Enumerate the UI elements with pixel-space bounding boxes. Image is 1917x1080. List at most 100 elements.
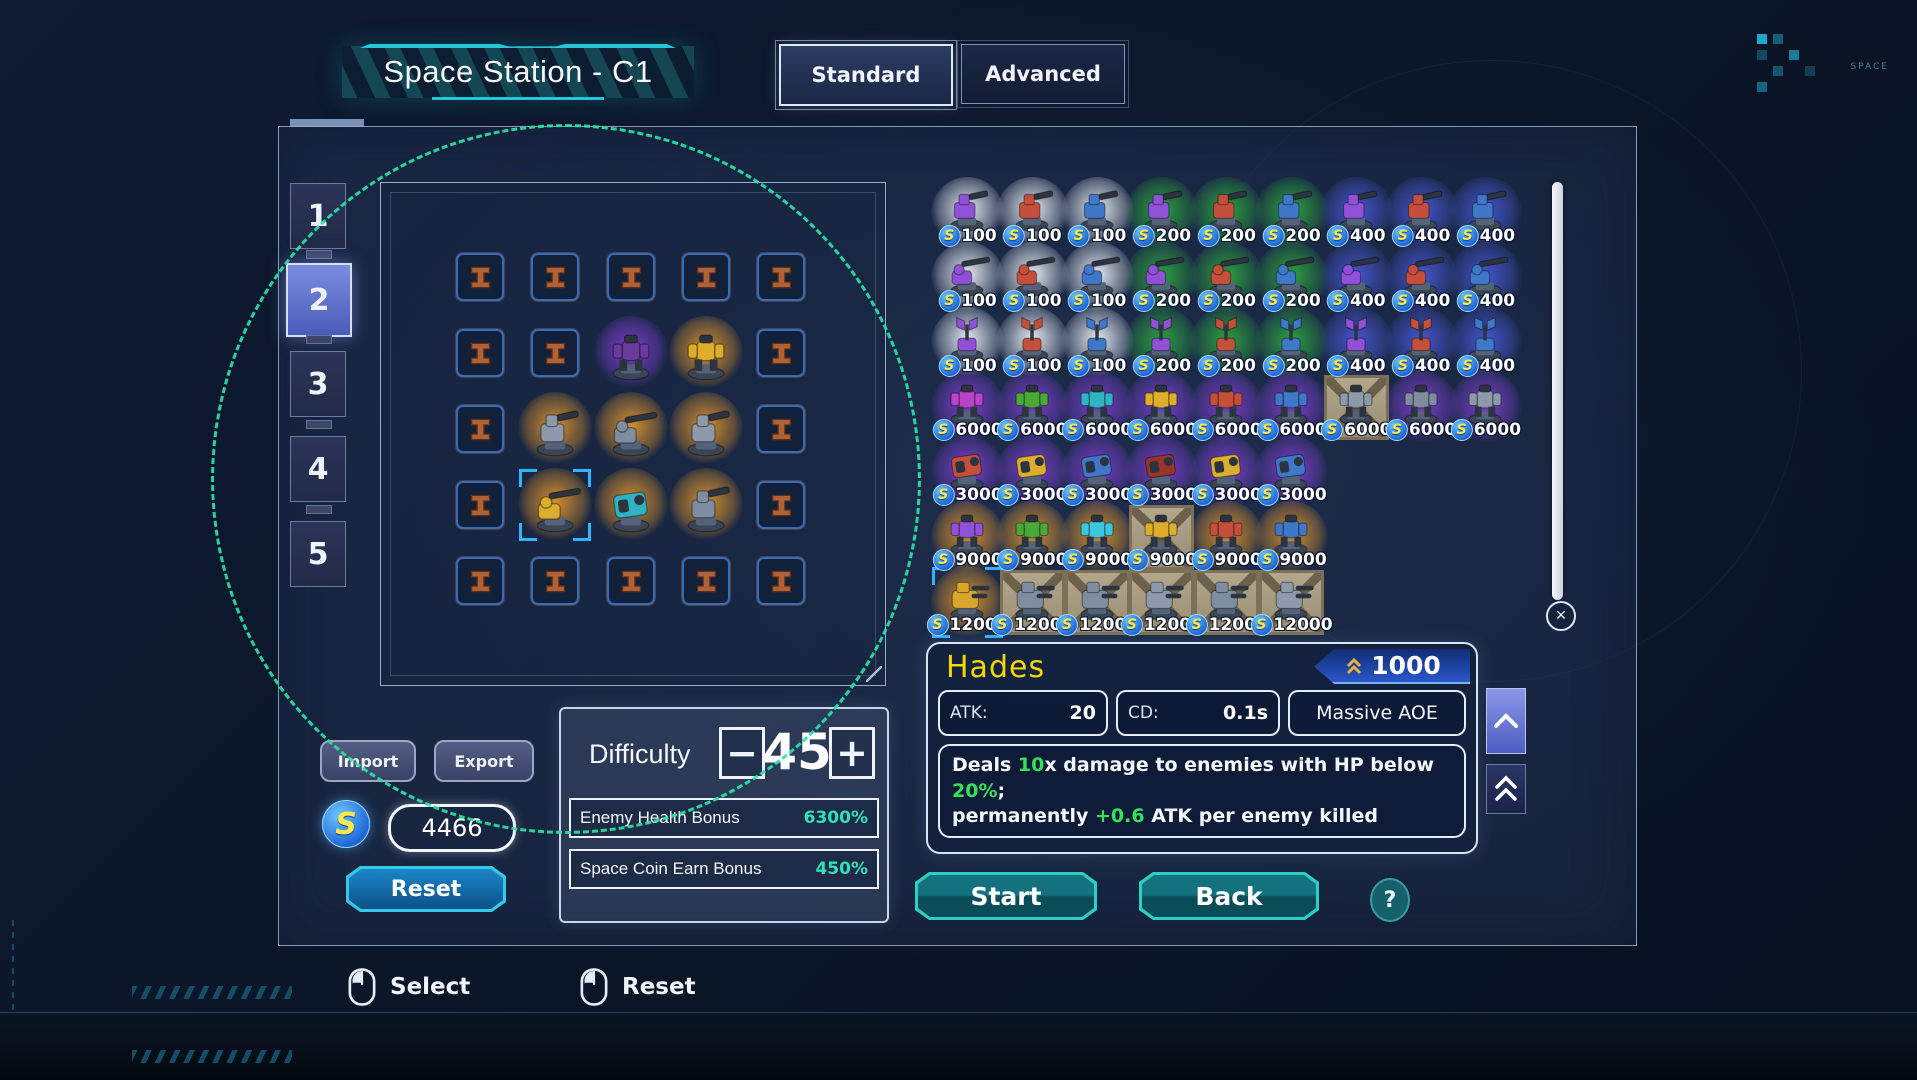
close-button[interactable]: ✕	[1546, 601, 1576, 631]
board-empty-slot[interactable]	[447, 320, 513, 386]
back-button[interactable]: Back	[1139, 872, 1319, 920]
shop-turret-icon	[1396, 312, 1446, 362]
board-empty-slot[interactable]	[522, 320, 588, 386]
shop-item[interactable]: S 400	[1319, 306, 1393, 380]
help-button[interactable]: ?	[1370, 878, 1410, 922]
shop-item[interactable]: S 3000	[931, 436, 1004, 510]
shop-item[interactable]: S 3000	[1060, 436, 1134, 510]
shop-item[interactable]: S 9000	[1190, 501, 1264, 574]
shop-item[interactable]: S 100	[995, 306, 1069, 380]
level-tab-2[interactable]: 2	[286, 263, 352, 337]
tab-advanced[interactable]: Advanced	[957, 40, 1129, 108]
shop-item[interactable]: S 6000	[1060, 371, 1134, 445]
board-turret-slot[interactable]	[669, 468, 743, 542]
space-coin-icon: S	[932, 484, 955, 507]
level-tab-5[interactable]: 5	[290, 521, 346, 587]
board-empty-slot[interactable]	[447, 548, 513, 614]
turret-description: Deals 10x damage to enemies with HP belo…	[938, 744, 1466, 838]
shop-item[interactable]: S 6000	[1190, 371, 1264, 445]
shop-item[interactable]: S 100	[995, 177, 1069, 250]
shop-item[interactable]: S 6000	[931, 371, 1004, 445]
shop-item[interactable]: S 3000	[1190, 436, 1264, 510]
shop-item[interactable]: S 6000	[995, 371, 1069, 445]
price-value: 100	[1090, 355, 1127, 376]
shop-item[interactable]: S 9000	[1255, 501, 1328, 574]
shop-scrollbar[interactable]	[1552, 182, 1563, 600]
scroll-up-button[interactable]	[1486, 688, 1526, 754]
shop-item[interactable]: S 400	[1384, 241, 1458, 315]
shop-item[interactable]: S 200	[1190, 306, 1264, 380]
board-empty-slot[interactable]	[522, 548, 588, 614]
level-tab-1[interactable]: 1	[290, 183, 346, 249]
scroll-top-button[interactable]	[1486, 764, 1526, 814]
shop-item[interactable]: S 200	[1190, 177, 1264, 250]
shop-item[interactable]: S 100	[1060, 306, 1134, 380]
board-empty-slot[interactable]	[673, 548, 739, 614]
shop-item[interactable]: S 400	[1319, 241, 1393, 315]
board-turret-slot[interactable]	[669, 392, 743, 466]
tab-standard[interactable]: Standard	[775, 40, 957, 110]
shop-item[interactable]: S 400	[1384, 306, 1458, 380]
shop-item[interactable]: S 12000	[1120, 569, 1203, 636]
level-tab-4[interactable]: 4	[290, 436, 346, 502]
board-empty-slot[interactable]	[748, 244, 814, 310]
shop-item[interactable]: S 100	[931, 306, 1004, 380]
shop-item[interactable]: S 3000	[995, 436, 1069, 510]
shop-item[interactable]: S 400	[1449, 306, 1523, 380]
board-empty-slot[interactable]	[673, 244, 739, 310]
shop-item[interactable]: S 9000	[931, 501, 1004, 574]
shop-item[interactable]: S 3000	[1255, 436, 1328, 510]
board-empty-slot[interactable]	[748, 320, 814, 386]
board-turret-slot[interactable]	[594, 392, 668, 466]
shop-item[interactable]: S 400	[1449, 241, 1523, 315]
shop-item[interactable]: S 9000	[1126, 505, 1197, 571]
board-turret-slot[interactable]	[594, 316, 668, 390]
shop-turret-icon	[1201, 441, 1251, 491]
shop-item[interactable]: S 400	[1384, 177, 1458, 250]
shop-item[interactable]: S 12000	[1250, 569, 1333, 636]
shop-item[interactable]: S 400	[1449, 177, 1523, 250]
board-empty-slot[interactable]	[598, 244, 664, 310]
shop-item[interactable]: S 6000	[1125, 371, 1199, 445]
shop-item[interactable]: S 100	[995, 241, 1069, 315]
board-turret-slot[interactable]	[518, 392, 592, 466]
shop-item[interactable]: S 100	[931, 177, 1004, 250]
back-label: Back	[1195, 881, 1263, 911]
shop-item[interactable]: S 9000	[1060, 501, 1134, 574]
board-turret-slot[interactable]	[669, 316, 743, 390]
level-tab-3[interactable]: 3	[290, 351, 346, 417]
board-empty-slot[interactable]	[522, 244, 588, 310]
shop-item[interactable]: S 100	[931, 241, 1004, 315]
reset-button[interactable]: Reset	[346, 866, 506, 912]
board-turret-slot[interactable]	[518, 468, 592, 542]
import-button[interactable]: Import	[320, 740, 416, 782]
shop-item[interactable]: S 6000	[1321, 375, 1391, 442]
shop-item[interactable]: S 200	[1190, 241, 1264, 315]
shop-item[interactable]: S 6000	[1255, 371, 1328, 445]
board-empty-slot[interactable]	[447, 472, 513, 538]
shop-item[interactable]: S 200	[1125, 177, 1199, 250]
shop-item[interactable]: S 200	[1125, 306, 1199, 380]
shop-item[interactable]: S 100	[1060, 177, 1134, 250]
shop-item[interactable]: S 9000	[995, 501, 1069, 574]
board-empty-slot[interactable]	[447, 396, 513, 462]
shop-item[interactable]: S 200	[1255, 306, 1328, 380]
board-empty-slot[interactable]	[447, 244, 513, 310]
difficulty-minus-button[interactable]: −	[719, 727, 765, 779]
shop-item[interactable]: S 400	[1319, 177, 1393, 250]
shop-item[interactable]: S 3000	[1125, 436, 1199, 510]
difficulty-plus-button[interactable]: +	[829, 727, 875, 779]
board-empty-slot[interactable]	[748, 472, 814, 538]
shop-item[interactable]: S 200	[1255, 177, 1328, 250]
shop-item[interactable]: S 200	[1125, 241, 1199, 315]
shop-item[interactable]: S 200	[1255, 241, 1328, 315]
board-turret-slot[interactable]	[594, 468, 668, 542]
shop-item[interactable]: S 6000	[1384, 371, 1458, 445]
board-empty-slot[interactable]	[748, 396, 814, 462]
board-empty-slot[interactable]	[748, 548, 814, 614]
shop-item[interactable]: S 100	[1060, 241, 1134, 315]
board-empty-slot[interactable]	[598, 548, 664, 614]
shop-item[interactable]: S 6000	[1449, 371, 1523, 445]
export-button[interactable]: Export	[434, 740, 534, 782]
start-button[interactable]: Start	[915, 872, 1097, 920]
